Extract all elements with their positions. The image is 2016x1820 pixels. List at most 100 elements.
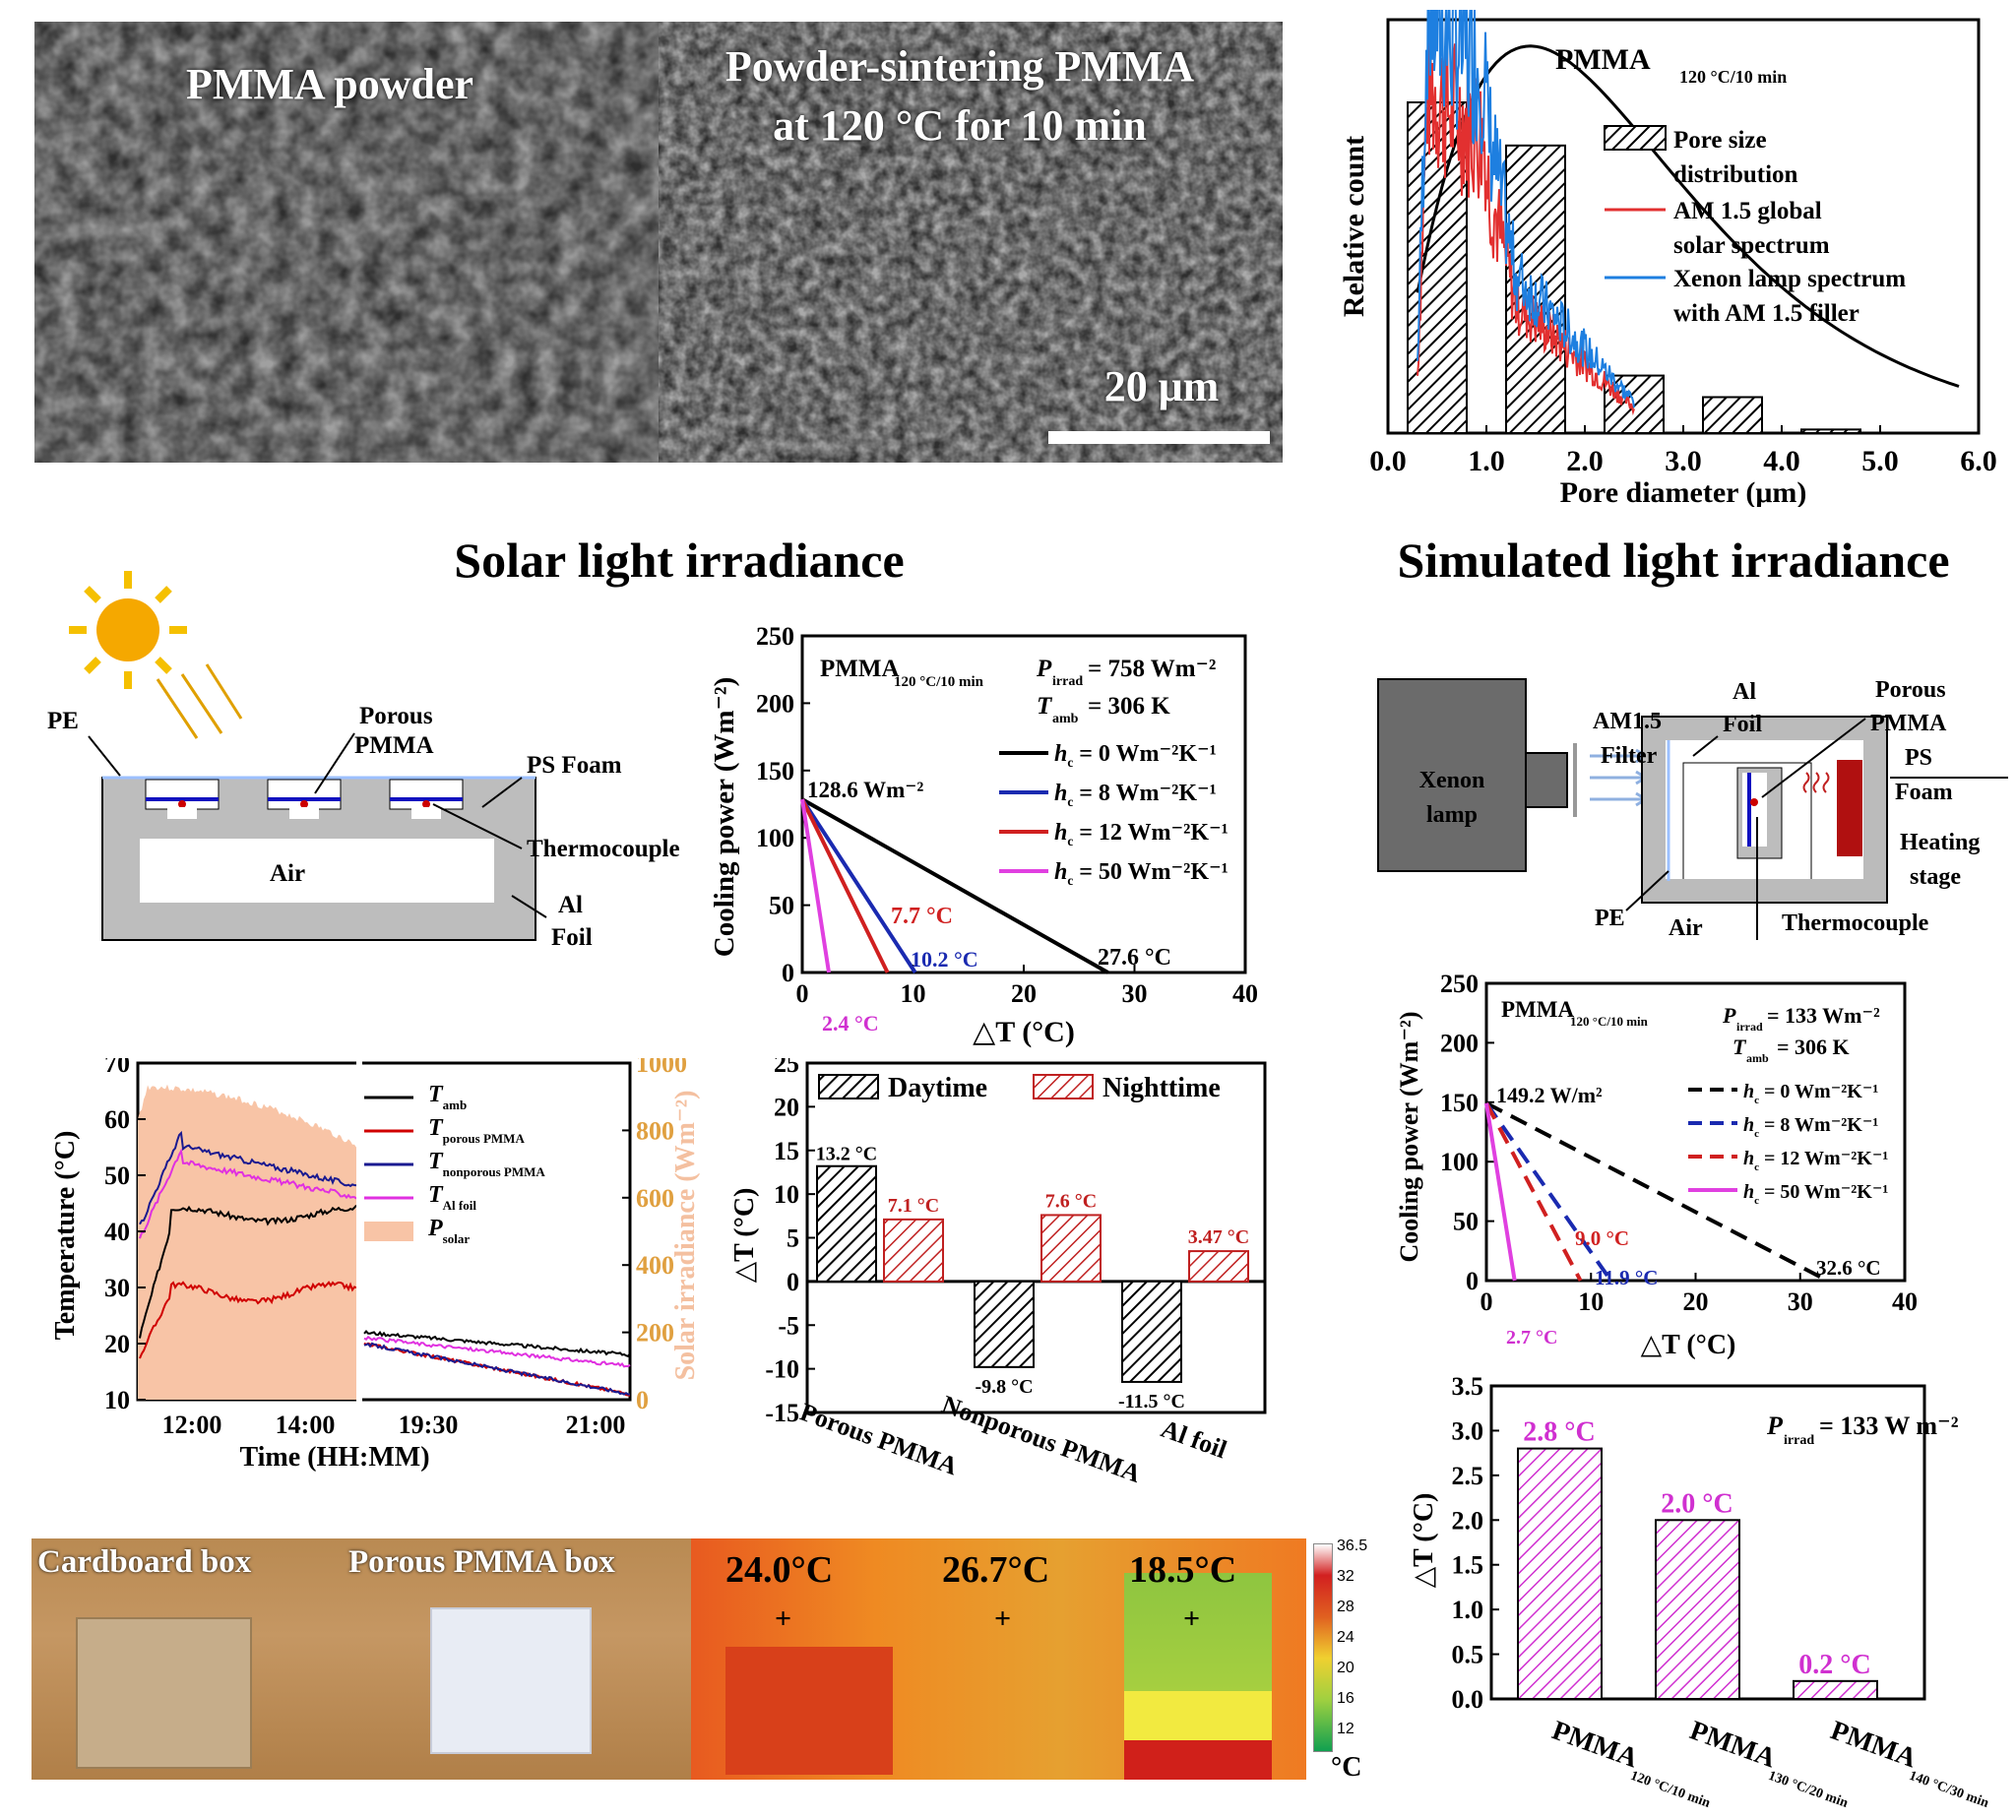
legend-day-swatch [818,1074,879,1099]
temp-ylabel: Temperature (°C) [50,1131,81,1341]
xtick-label: 12:00 [162,1411,222,1439]
porous-pmma-box [430,1607,592,1754]
ytick-label: 3.5 [1452,1373,1484,1401]
ytick-label: 2.0 [1452,1506,1484,1535]
temp-series-day [139,1281,357,1359]
cool1-ann-0: 27.6 °C [1098,945,1171,971]
ytick-label: 150 [756,757,794,785]
xtick-label: 20 [1683,1287,1709,1316]
legend-entry: hc = 8 Wm⁻²K⁻¹ [1054,781,1217,809]
ytick-label: 20 [104,1330,130,1358]
ytick-label: 200 [756,689,794,718]
cool1-tamb: T [1037,693,1053,720]
temp-series-day [139,1130,357,1225]
legend-pore-1: Pore size [1673,127,1767,154]
legend-entry: Tnonporous PMMA [428,1149,545,1179]
sim-schematic: Xenon lamp AM1.5 Filter Al Foil Porous P… [1377,677,2008,941]
cool2-ann-1: 11.9 °C [1595,1266,1658,1289]
ytick-label: 10 [774,1180,799,1209]
y2tick-label: 400 [636,1251,674,1280]
cool2-xticks: 0 10 20 30 40 [1480,1273,1918,1316]
heading-solar: Solar light irradiance [454,533,905,588]
colorbar-tick: 32 [1337,1568,1354,1585]
simbar-bars: 2.8 °C 2.0 °C 0.2 °C [1517,1417,1878,1701]
cool1-legend: hc = 0 Wm⁻²K⁻¹ hc = 8 Wm⁻²K⁻¹ hc = 12 Wm⁻²… [999,741,1228,888]
colorbar-tick: 16 [1337,1690,1354,1707]
cool1-tamb-val: = 306 K [1088,693,1170,720]
cool2-tamb-sub: amb [1746,1051,1769,1065]
sim-bar-label: 0.2 °C [1798,1650,1870,1680]
label-cardboard: Cardboard box [37,1544,252,1580]
sem-texture [34,22,1283,463]
label-pe: PE [47,708,79,734]
photo-thermal: 24.0°C 26.7°C 18.5°C + + + [691,1538,1306,1780]
day-bar [974,1280,1035,1368]
cool1-sample: PMMA [820,656,900,682]
colorbar-tick: 36.5 [1337,1538,1368,1554]
cardboard-box [76,1617,252,1769]
category-label: Al foil [1158,1414,1230,1465]
label-foil-sim: Foil [1723,712,1762,737]
cool2-legend: hc = 0 Wm⁻²K⁻¹ hc = 8 Wm⁻²K⁻¹ hc = 12 Wm⁻²… [1688,1081,1888,1207]
legend-entry: hc = 50 Wm⁻²K⁻¹ [1054,859,1228,888]
label-xenon: Xenon [1419,768,1485,793]
cooling-line [800,797,917,974]
cool1-pirrad-val: = 758 Wm⁻² [1088,656,1216,682]
legend-pore-swatch [1604,125,1667,151]
ytick-label: 10 [104,1386,130,1414]
ytick-label: 150 [1440,1089,1479,1117]
label-pmma: PMMA [354,732,434,759]
pore-xtick-label: 4.0 [1763,445,1800,477]
sim-bar [1793,1679,1878,1701]
cool1-lines [800,797,1109,974]
solar-schematic: PE Porous PMMA PS Foam Thermocouple Air … [47,571,680,951]
night-bar-label: 3.47 °C [1188,1226,1249,1248]
sem-right-label-1: Powder-sintering PMMA [724,42,1195,91]
cool1-xticks: 0 10 20 30 40 [796,965,1258,1008]
ytick-label: 15 [774,1137,799,1165]
xtick-label: 20 [1011,979,1037,1008]
ytick-label: 250 [1440,970,1479,998]
light-arrows [1590,748,1649,807]
cool1-ann-3: 2.4 °C [822,1011,879,1036]
temp-yticks: 10 20 30 40 50 60 70 [104,1058,146,1414]
cool1-peak: 128.6 Wm⁻² [807,778,923,802]
legend-entry: TAl foil [428,1182,476,1213]
cooling-line [1484,1102,1517,1282]
delta-t-day-night-chart: 25 20 15 10 5 0 -5 -10 -15 13.2 °C 7.1 °C -9.8 °C 7… [729,1058,1267,1488]
y2tick-label: 0 [636,1386,649,1414]
sim-bar [1517,1447,1603,1700]
pore-xlabel: Pore diameter (μm) [1560,476,1807,507]
legend-entry: hc = 12 Wm⁻²K⁻¹ [1054,820,1228,848]
label-pe-sim: PE [1595,906,1625,931]
cool2-ann-0: 32.6 °C [1816,1256,1881,1280]
cooling-power-solar-chart: 0 50 100 150 200 250 0 10 20 30 40 Cooling power … [709,622,1258,1048]
y2tick-label: 200 [636,1319,674,1348]
ytick-label: 0 [1466,1267,1479,1295]
ps-foam-shell [1642,717,1887,903]
cool2-peak: 149.2 W/m² [1496,1083,1603,1107]
legend-entry: hc = 0 Wm⁻²K⁻¹ [1054,741,1217,770]
air-cavity [140,839,494,903]
cool2-yticks: 0 50 100 150 200 250 [1440,970,1494,1295]
ytick-label: 200 [1440,1029,1479,1057]
xtick-label: 19:30 [399,1411,459,1439]
pore-title-sub: 120 °C/10 min [1679,67,1787,87]
ytick-label: -10 [765,1355,799,1384]
legend-xenon-2: with AM 1.5 filler [1673,300,1859,327]
ytick-label: 0.5 [1452,1641,1484,1669]
sim-bar-label: 2.8 °C [1523,1417,1595,1448]
cool2-pirrad: P [1722,1003,1736,1028]
label-al: Al [558,892,583,918]
xtick-label: 14:00 [276,1411,336,1439]
ytick-label: 1.5 [1452,1551,1484,1580]
day-bar-label: -11.5 °C [1118,1391,1185,1412]
thermal-colorbar [1313,1543,1333,1752]
ytick-label: 250 [756,622,794,651]
cool1-ylabel: Cooling power (Wm⁻²) [709,677,740,957]
label-ps-foam: PS Foam [527,752,622,779]
legend-day: Daytime [888,1073,987,1103]
cool1-ann-2: 7.7 °C [891,904,953,929]
night-bar [883,1218,944,1283]
temp-xlabel: Time (HH:MM) [239,1442,429,1473]
